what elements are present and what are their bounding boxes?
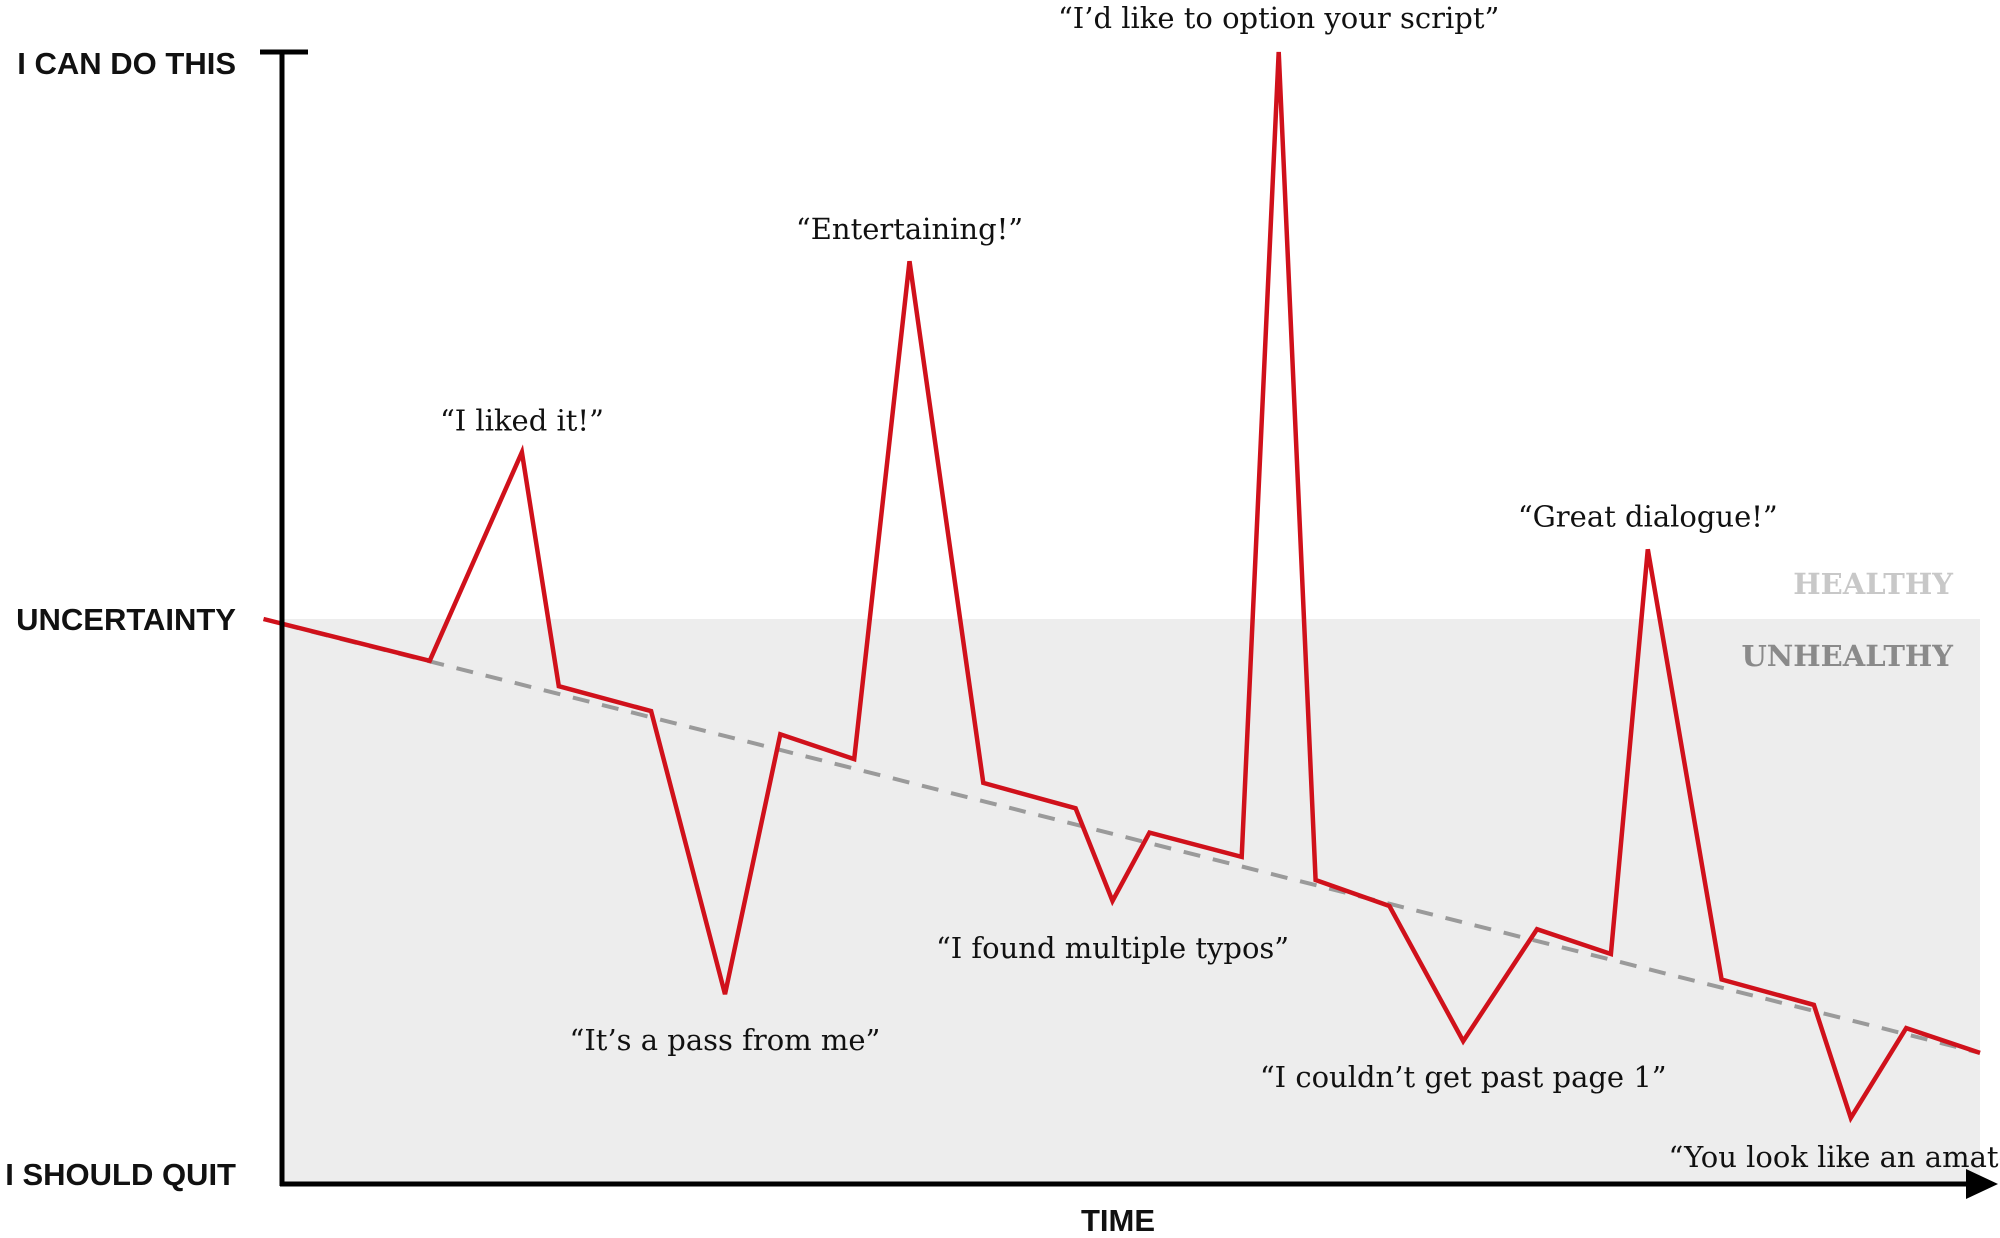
- annotation-quote: “Entertaining!”: [796, 212, 1023, 246]
- confidence-line: [262, 51, 1981, 1124]
- annotation-quote: “I found multiple typos”: [936, 931, 1289, 965]
- y-tick-label-top: I CAN DO THIS: [17, 46, 236, 81]
- unhealthy-zone-label: UNHEALTHY: [1741, 639, 1953, 673]
- annotation-quote: “You look like an amateur”: [1669, 1140, 2000, 1174]
- unhealthy-zone-band: [282, 619, 1980, 1184]
- annotation-quote: “I’d like to option your script”: [1058, 1, 1499, 35]
- annotation-quote: “I couldn’t get past page 1”: [1260, 1060, 1667, 1094]
- y-tick-label-middle: UNCERTAINTY: [16, 602, 236, 637]
- trend-line: [281, 622, 1981, 1055]
- x-axis-arrow-icon: [1966, 1169, 1998, 1199]
- y-tick-label-bottom: I SHOULD QUIT: [5, 1157, 236, 1192]
- annotation-quote: “I liked it!”: [440, 403, 604, 437]
- x-axis-label: TIME: [1081, 1203, 1155, 1238]
- annotation-group: “I liked it!” “It’s a pass from me” “Enter…: [440, 1, 2000, 1174]
- annotation-quote: “Great dialogue!”: [1518, 499, 1778, 533]
- healthy-zone-label: HEALTHY: [1793, 567, 1953, 601]
- annotation-quote: “It’s a pass from me”: [570, 1023, 881, 1057]
